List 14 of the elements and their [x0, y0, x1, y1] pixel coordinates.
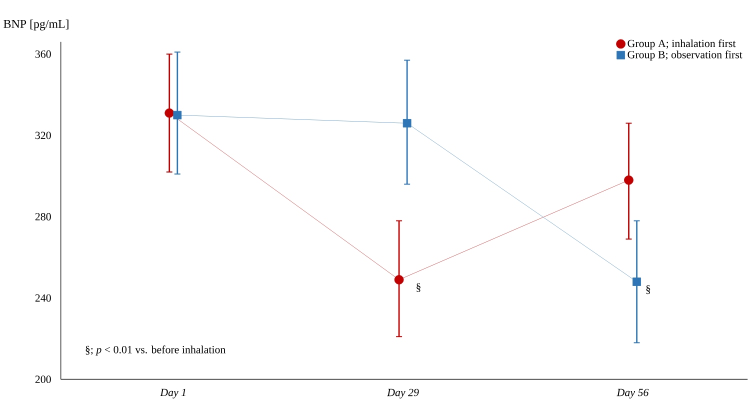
- x-tick-label: Day 29: [386, 388, 419, 398]
- y-tick-label: 200: [35, 376, 51, 383]
- legend-label: Group B; observation first: [628, 50, 742, 60]
- annotation: §: [416, 283, 420, 292]
- y-axis-title: BNP [pg/mL]: [4, 19, 68, 30]
- annotation: §; p < 0.01 vs. before inhalation: [86, 345, 226, 356]
- annotation: §: [646, 285, 650, 294]
- y-tick-label: 320: [35, 132, 51, 139]
- y-tick-label: 240: [35, 294, 51, 302]
- y-tick-label: 360: [35, 50, 51, 58]
- x-tick-label: Day 56: [616, 388, 649, 398]
- legend-label: Group A; inhalation first: [628, 39, 736, 50]
- x-tick-label: Day 1: [160, 388, 186, 398]
- y-tick-label: 280: [35, 212, 51, 220]
